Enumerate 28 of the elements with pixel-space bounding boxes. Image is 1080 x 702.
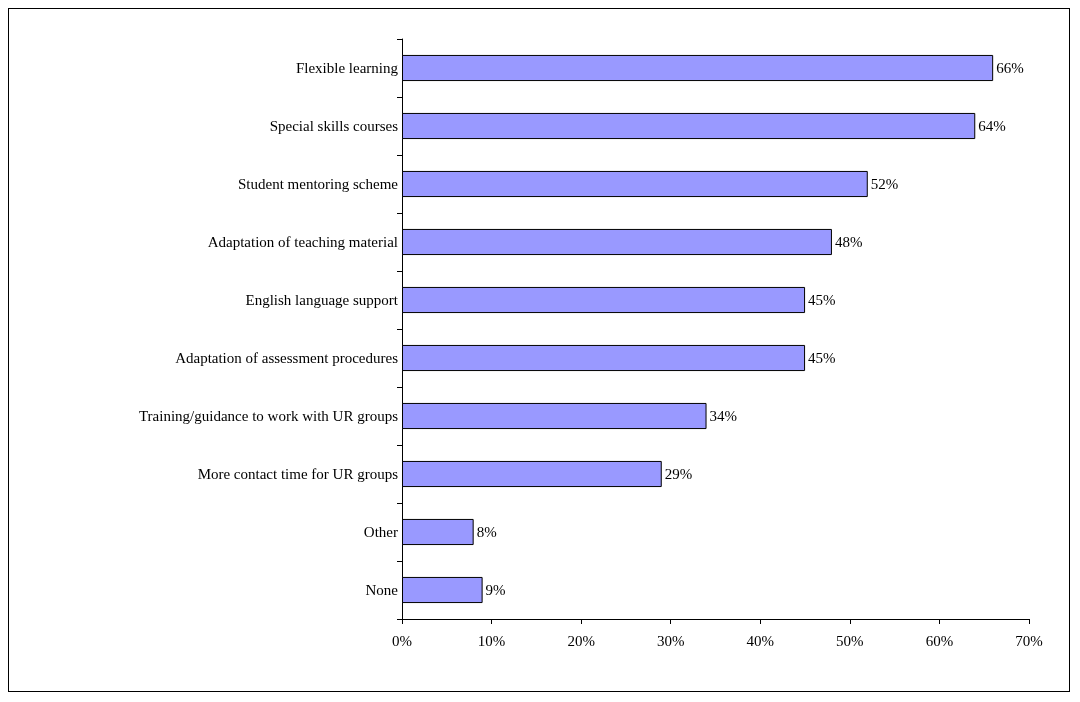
data-label: 45%	[808, 292, 836, 308]
y-tick-label: Student mentoring scheme	[238, 176, 399, 192]
y-tick-label: Flexible learning	[295, 60, 399, 76]
y-tick-label: Other	[363, 524, 398, 540]
y-tick-label: Training/guidance to work with UR groups	[138, 408, 399, 424]
data-label: 45%	[808, 350, 836, 366]
data-label: 9%	[485, 582, 506, 598]
x-tick-label: 50%	[836, 632, 864, 649]
x-tick-label: 20%	[567, 632, 595, 649]
y-tick-label: Special skills courses	[269, 118, 399, 134]
y-tick-label: None	[365, 582, 399, 598]
data-label: 64%	[978, 118, 1006, 134]
x-tick-label: 30%	[656, 632, 685, 649]
data-label: 48%	[834, 234, 863, 250]
data-label: 52%	[870, 176, 899, 192]
data-label: 29%	[664, 466, 693, 482]
x-tick-label: 70%	[1015, 632, 1043, 649]
data-label: 34%	[709, 408, 738, 424]
y-tick-label: English language support	[245, 292, 399, 308]
x-tick-label: 0%	[392, 632, 412, 649]
data-label: 8%	[476, 524, 497, 540]
x-tick-label: 40%	[746, 632, 775, 649]
y-tick-label: Adaptation of teaching material	[207, 234, 398, 250]
data-label: 66%	[996, 60, 1024, 76]
y-tick-label: More contact time for UR groups	[197, 466, 399, 482]
y-tick-label: Adaptation of assessment procedures	[175, 350, 399, 366]
x-tick-label: 60%	[925, 632, 954, 649]
x-tick-label: 10%	[477, 632, 506, 649]
